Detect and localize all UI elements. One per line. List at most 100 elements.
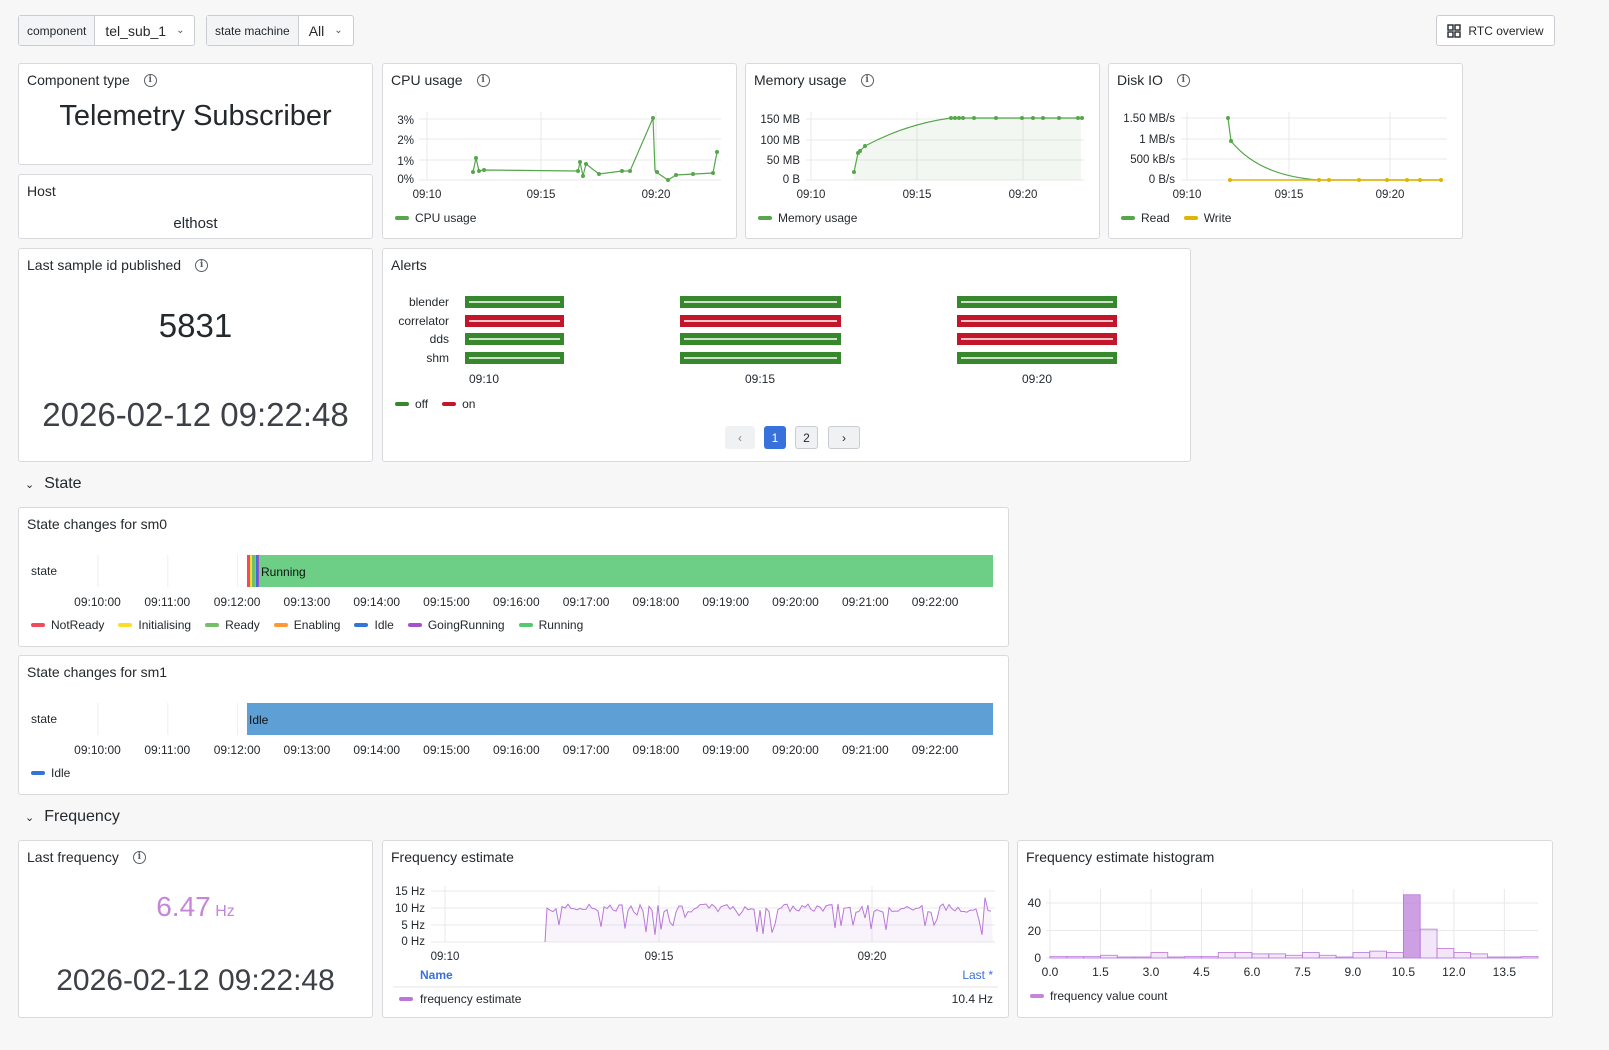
pagination-next-button[interactable]: › — [828, 426, 860, 449]
frequency-unit: Hz — [215, 903, 235, 920]
legend-column-name[interactable]: Name — [420, 968, 453, 982]
legend-item[interactable]: Write — [1183, 211, 1231, 225]
y-tick: 0 — [1034, 951, 1041, 965]
x-tick: 0.0 — [1042, 965, 1059, 979]
legend-item[interactable]: Enabling — [273, 618, 340, 632]
y-tick: 0 B — [783, 174, 801, 186]
y-tick: 1 MB/s — [1139, 134, 1175, 146]
x-tick: 09:15 — [645, 951, 674, 963]
y-tick: 0 Hz — [401, 936, 425, 948]
legend-label: frequency value count — [1050, 989, 1168, 1003]
data-point — [1080, 116, 1084, 120]
x-tick: 09:19:00 — [702, 743, 749, 757]
frequency-histogram-panel: Frequency estimate histogram 40 20 0 0.0… — [1017, 840, 1553, 1018]
info-icon[interactable]: i — [195, 258, 209, 272]
data-point — [584, 162, 588, 166]
legend-item[interactable]: Read — [1121, 211, 1170, 225]
data-point — [711, 171, 715, 175]
state-machine-select[interactable]: All ⌄ — [299, 16, 353, 45]
frequency-number: 6.47 — [156, 891, 211, 922]
x-tick: 09:13:00 — [284, 595, 331, 609]
histogram-bar — [1318, 954, 1337, 959]
state-section-header[interactable]: ⌄ State — [25, 475, 82, 493]
panel-title: State changes for sm0 — [27, 516, 168, 532]
data-point — [1020, 116, 1024, 120]
component-variable-label: component — [19, 16, 96, 45]
state-machine-select-value: All — [308, 22, 325, 39]
legend-item[interactable]: Running — [518, 618, 583, 632]
y-tick: 2% — [397, 135, 414, 147]
info-icon[interactable]: i — [476, 73, 490, 87]
state-changes-sm1-panel: State changes for sm1 state Idle 09:10:0… — [18, 655, 1009, 795]
data-point — [953, 116, 957, 120]
info-icon[interactable]: i — [132, 850, 146, 864]
x-tick: 6.0 — [1244, 965, 1261, 979]
y-tick: 40 — [1028, 896, 1042, 910]
legend-item[interactable]: Ready — [205, 618, 260, 632]
component-select[interactable]: tel_sub_1 ⌄ — [95, 16, 194, 45]
frequency-section-header[interactable]: ⌄ Frequency — [25, 808, 120, 826]
legend-item[interactable]: off — [395, 397, 428, 411]
legend-swatch — [205, 623, 220, 627]
legend-item[interactable]: on — [442, 397, 475, 411]
legend-item[interactable]: NotReady — [31, 618, 104, 632]
legend-item[interactable]: frequency value count — [1030, 989, 1167, 1003]
info-icon[interactable]: i — [1176, 73, 1190, 87]
frequency-estimate-panel: Frequency estimate 15 Hz 10 Hz 5 Hz 0 Hz… — [382, 840, 1009, 1018]
y-tick: 150 MB — [760, 114, 800, 126]
info-icon[interactable]: i — [143, 73, 157, 87]
cpu-chart: 3% 2% 1% 0% 09:10 09:15 09:20 — [397, 112, 721, 201]
x-tick: 09:15 — [527, 189, 556, 201]
panel-title: Last sample id published i — [27, 257, 209, 273]
info-icon[interactable]: i — [860, 73, 874, 87]
x-tick: 12.0 — [1442, 965, 1466, 979]
panel-title-text: Disk IO — [1117, 72, 1163, 88]
data-point — [715, 150, 719, 154]
state-bar-label: Idle — [249, 713, 269, 727]
row-label: state — [31, 712, 57, 726]
histogram-bar — [1184, 956, 1202, 959]
legend-item[interactable]: GoingRunning — [407, 618, 505, 632]
x-tick: 09:20 — [858, 951, 887, 963]
legend: Idle — [31, 766, 70, 780]
x-tick: 09:10 — [797, 189, 826, 201]
data-point — [1385, 178, 1389, 182]
data-point — [674, 173, 678, 177]
histogram-bar — [1083, 956, 1101, 959]
pagination-page-1[interactable]: 1 — [764, 426, 786, 449]
y-tick: 0 B/s — [1149, 174, 1175, 186]
pagination-prev-button[interactable]: ‹ — [725, 426, 755, 449]
legend-item[interactable]: Memory usage — [758, 211, 857, 225]
pagination-page-2[interactable]: 2 — [795, 426, 818, 449]
x-tick: 09:20 — [1376, 189, 1405, 201]
sm1-state-timeline: state Idle 09:10:00 09:11:00 09:12:00 09:13… — [31, 703, 993, 757]
panel-title: Last frequency i — [27, 849, 146, 865]
alerts-panel: Alerts blender correlator dds shm 09:10 … — [382, 248, 1191, 462]
legend-column-last[interactable]: Last * — [962, 968, 993, 982]
legend-item[interactable]: Idle — [354, 618, 394, 632]
legend-swatch — [31, 623, 45, 627]
row-label: state — [31, 564, 57, 578]
panel-title-text: Memory usage — [754, 72, 847, 88]
data-point — [858, 149, 862, 153]
x-tick: 09:11:00 — [144, 743, 190, 757]
data-point — [1057, 116, 1061, 120]
panel-title: Frequency estimate histogram — [1026, 849, 1215, 865]
panel-title: Memory usage i — [754, 72, 874, 88]
state-segment-ready — [252, 555, 255, 587]
y-tick: 5 Hz — [401, 920, 425, 932]
x-tick: 09:21:00 — [842, 743, 889, 757]
chevron-down-icon: ⌄ — [25, 478, 35, 491]
rtc-overview-button[interactable]: RTC overview — [1436, 15, 1555, 46]
histogram-bar — [1470, 953, 1488, 959]
rtc-overview-label: RTC overview — [1468, 23, 1544, 38]
x-axis: 09:10:00 09:11:00 09:12:00 09:13:00 09:14:00… — [74, 743, 959, 757]
data-point — [581, 174, 585, 178]
frequency-estimate-line — [544, 897, 992, 943]
legend-item[interactable]: Idle — [31, 766, 70, 780]
legend-item[interactable]: CPU usage — [395, 211, 476, 225]
x-tick: 09:18:00 — [633, 743, 680, 757]
legend-item[interactable]: Initialising — [118, 618, 191, 632]
legend-series-name[interactable]: frequency estimate — [420, 992, 522, 1006]
y-tick: 10 Hz — [395, 903, 425, 915]
